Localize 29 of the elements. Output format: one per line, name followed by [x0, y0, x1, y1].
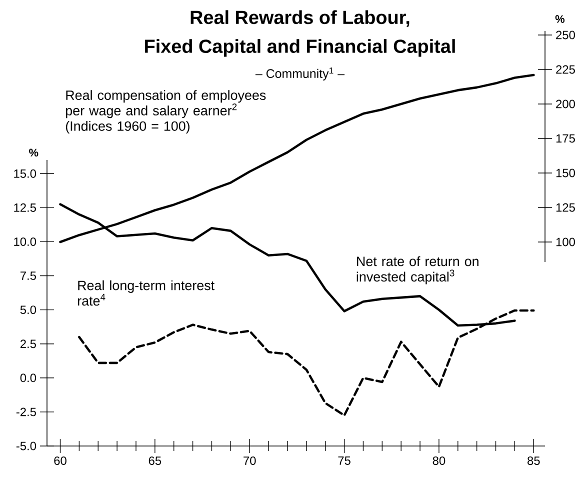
y-tick-label: 15.0 — [14, 169, 36, 178]
y-axis-title: % — [29, 148, 38, 156]
y-tick-label: -2.5 — [16, 408, 36, 416]
chart-subtitle: – Community$^{1}$ – — [255, 68, 345, 80]
y2-tick-label: 250 — [556, 30, 575, 40]
y2-tick-label: 150 — [556, 168, 575, 178]
x-tick-label: 75 — [338, 456, 350, 465]
y2-tick-label: 100 — [556, 238, 575, 246]
x-tick-label: 60 — [54, 456, 66, 465]
text: Real compensation of employees per wage and salary earner$^{2}$ (Indices 1960 = 100) — [66, 90, 266, 134]
y-tick-label: 12.5 — [14, 203, 36, 212]
y-tick-label: -5.0 — [16, 442, 36, 450]
y-tick-label: 7.5 — [20, 272, 36, 280]
x-tick-label: 65 — [148, 456, 162, 465]
y2-tick-label: 175 — [556, 134, 575, 143]
y2-axis-title: % — [555, 15, 565, 23]
y2-tick-label: 200 — [556, 100, 575, 108]
y-tick-label: 10.0 — [14, 237, 36, 246]
series-label: Net rate of return on invested capital$^{3}$ — [356, 256, 478, 284]
x-tick-label: 85 — [528, 456, 540, 465]
chart-title: Real Rewards of Labour, Fixed Capital and Financial Capital — [145, 10, 455, 57]
y-tick-label: 0.0 — [20, 374, 36, 382]
y2-tick-label: 225 — [556, 65, 575, 74]
y-tick-label: 2.5 — [20, 340, 36, 348]
x-tick-label: 70 — [244, 456, 256, 465]
series-label: Real long-term interest rate$^{4}$ — [78, 280, 214, 306]
y-tick-label: 5.0 — [20, 306, 36, 314]
x-tick-label: 80 — [432, 456, 446, 465]
y2-tick-label: 125 — [556, 203, 575, 212]
